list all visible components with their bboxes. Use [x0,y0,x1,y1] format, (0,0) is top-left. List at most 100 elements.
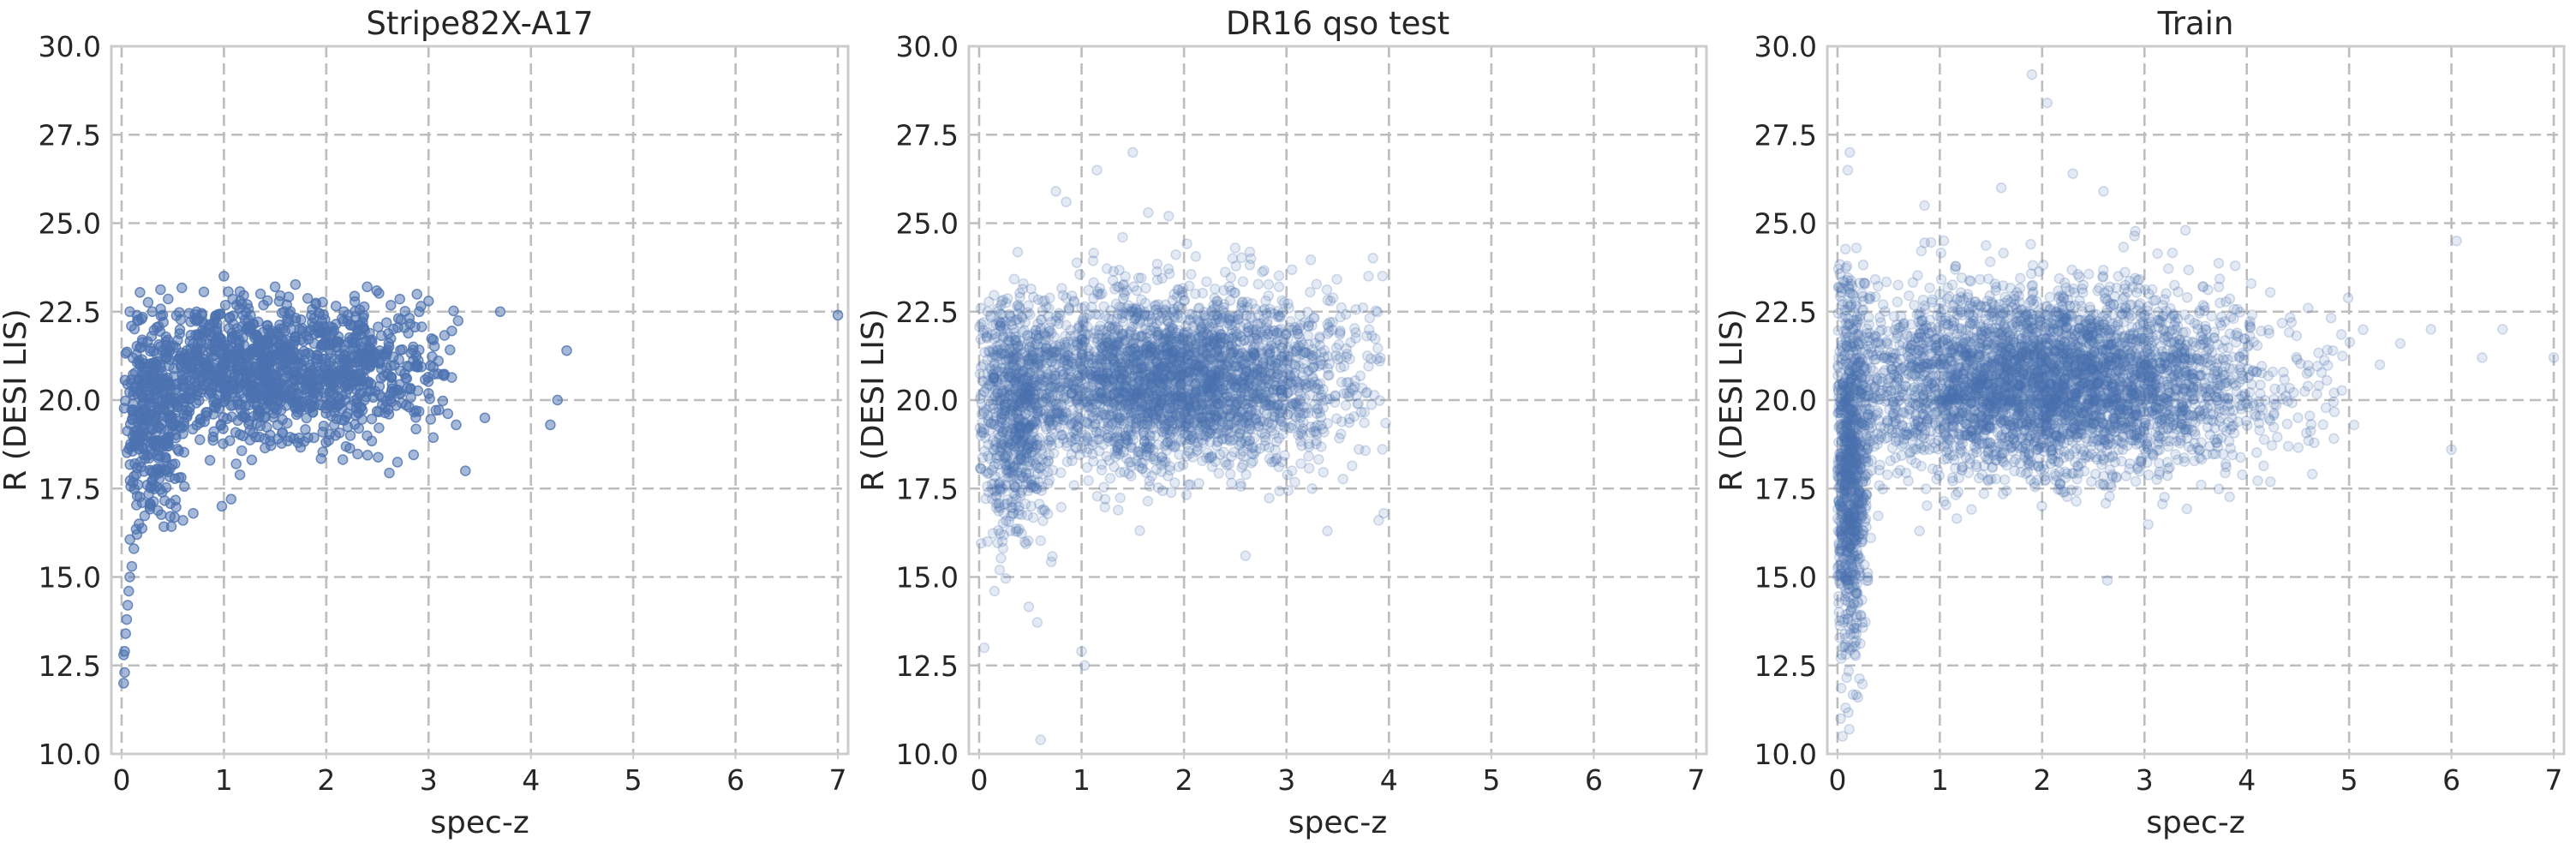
data-point [177,284,187,293]
data-point [300,369,309,379]
data-point [216,309,225,319]
data-point [1065,351,1074,361]
data-point [335,428,344,438]
data-point [1373,344,1383,353]
data-point [185,350,194,359]
data-point [1157,308,1167,318]
data-point [375,346,385,356]
data-point [1175,350,1185,360]
data-point [254,406,264,416]
data-point [133,358,142,368]
data-point [236,287,245,296]
data-point [173,445,182,454]
data-point [1179,460,1188,469]
data-point [1238,277,1247,286]
data-point [461,466,470,475]
data-point [1264,280,1273,290]
data-point [1143,497,1152,506]
data-point [1164,319,1174,328]
data-point [1229,406,1239,416]
data-point [263,356,272,365]
data-point [182,364,191,374]
data-point [265,331,274,340]
data-point [1266,423,1276,433]
data-point [332,302,341,311]
data-point [164,295,173,304]
data-point [1126,390,1135,399]
data-point [1097,344,1107,353]
data-point [1272,437,1282,446]
data-point [1226,469,1235,479]
data-point [291,314,301,323]
data-point [306,399,315,409]
x-tick-label: 0 [112,763,130,797]
data-point [192,398,201,408]
data-point [411,351,421,361]
x-axis-label: spec-z [430,805,529,840]
data-point [1175,409,1185,418]
data-point [1073,258,1082,267]
data-point [1115,493,1125,503]
data-point [136,410,146,419]
data-point [147,401,157,410]
data-point [1134,346,1144,356]
data-point [290,280,300,290]
data-point [181,394,190,404]
data-point [156,326,165,336]
data-point [205,363,214,373]
data-point [1089,437,1098,446]
data-point [1274,271,1283,280]
data-point [1318,468,1328,477]
data-point [161,438,170,447]
data-point [370,386,380,396]
data-point [1269,369,1278,379]
x-tick-label: 4 [522,763,540,797]
data-point [1115,428,1125,437]
data-point [225,436,235,445]
data-point [120,668,129,678]
data-point [1360,418,1369,428]
y-tick-label: 10.0 [39,738,101,771]
data-point [303,294,313,303]
data-point [1153,390,1162,399]
data-point [218,413,228,422]
data-point [270,403,279,412]
data-point [1190,347,1199,356]
data-point [234,362,243,371]
data-point [1149,423,1158,433]
data-point [1258,306,1268,315]
data-point [1188,452,1198,462]
data-point [1163,362,1173,371]
data-point [1106,474,1115,483]
data-point [295,433,304,443]
data-point [412,360,421,369]
data-point [1323,296,1332,305]
data-point [147,466,157,475]
data-point [168,460,177,469]
data-point [320,357,330,367]
data-point [1091,419,1100,428]
data-point [1103,430,1112,439]
data-point [212,319,222,328]
data-point [1170,440,1180,450]
data-point [354,424,363,433]
data-point [376,374,386,383]
data-point [1089,278,1098,287]
data-point [1134,273,1144,283]
data-point [426,361,435,370]
data-point [1165,269,1174,278]
data-point [1128,380,1138,389]
data-point [1278,308,1288,317]
data-point [1316,356,1325,365]
data-point [143,297,152,307]
data-point [179,418,188,428]
data-point [1223,339,1233,349]
data-point [1322,285,1331,295]
data-point [1264,493,1274,503]
data-point [426,415,435,424]
data-point [1120,336,1129,345]
data-point [243,321,253,331]
data-point [1378,445,1387,454]
data-point [338,455,348,464]
